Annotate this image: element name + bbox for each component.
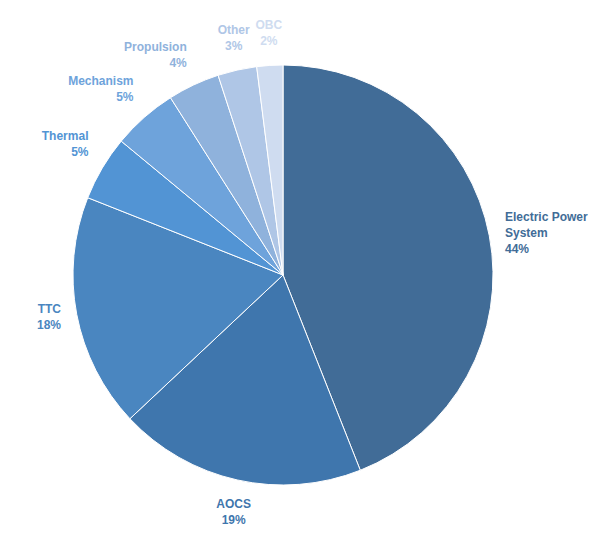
svg-text:Propulsion4%: Propulsion4% [124, 40, 187, 70]
svg-text:Other3%: Other3% [218, 23, 250, 53]
svg-text:Electric PowerSystem44%: Electric PowerSystem44% [505, 210, 588, 256]
svg-text:AOCS19%: AOCS19% [216, 497, 251, 527]
svg-text:Mechanism5%: Mechanism5% [68, 74, 134, 104]
svg-text:Thermal5%: Thermal5% [42, 129, 89, 159]
svg-text:TTC18%: TTC18% [37, 302, 61, 332]
svg-text:OBC2%: OBC2% [255, 18, 282, 48]
